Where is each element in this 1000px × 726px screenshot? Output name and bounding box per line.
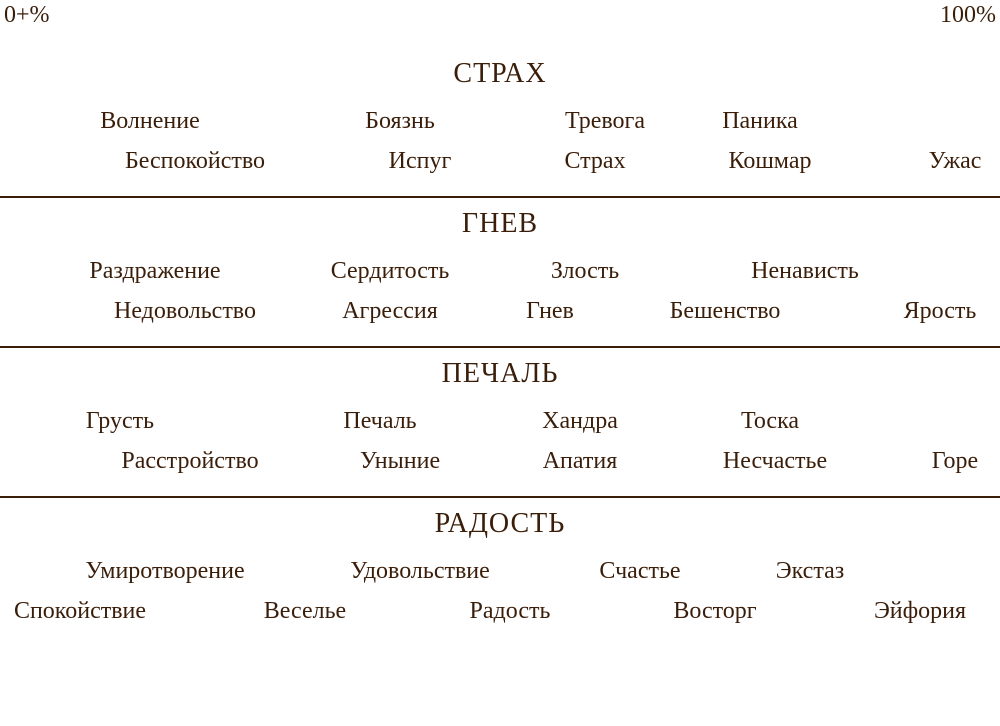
scale-left-label: 0+% [4,2,50,29]
emotion-word: Ярость [904,298,977,325]
emotion-word: Недовольство [114,298,256,325]
section-divider [0,196,1000,198]
emotion-word: Грусть [86,408,154,435]
emotion-word: Волнение [100,108,200,135]
emotion-word: Спокойствие [14,598,146,625]
emotion-word: Веселье [264,598,346,625]
word-row: Расстройство Уныние Апатия Несчастье Горе [0,448,1000,488]
emotion-word: Печаль [343,408,416,435]
emotion-word: Восторг [673,598,756,625]
section-title: РАДОСТЬ [0,508,1000,540]
emotion-word: Хандра [542,408,618,435]
emotion-word: Страх [564,148,625,175]
word-row: Недовольство Агрессия Гнев Бешенство Ярость [0,298,1000,338]
emotion-word: Агрессия [342,298,438,325]
emotion-word: Экстаз [776,558,844,585]
emotion-word: Горе [932,448,978,475]
emotion-word: Счастье [599,558,680,585]
section: СТРАХ Волнение Боязнь Тревога Паника Беспокой… [0,58,1000,198]
emotion-word: Паника [722,108,798,135]
word-row: Волнение Боязнь Тревога Паника [0,108,1000,148]
word-row: Спокойствие Веселье Радость Восторг Эйфория [0,598,1000,638]
section-title: ГНЕВ [0,208,1000,240]
emotion-word: Уныние [360,448,440,475]
section: РАДОСТЬ Умиротворение Удовольствие Счастье Э… [0,508,1000,638]
emotion-word: Ненависть [751,258,859,285]
emotion-word: Сердитость [331,258,450,285]
emotion-word: Боязнь [365,108,435,135]
word-row: Умиротворение Удовольствие Счастье Экстаз [0,558,1000,598]
emotion-word: Кошмар [729,148,812,175]
emotion-word: Бешенство [670,298,781,325]
emotion-word: Беспокойство [125,148,265,175]
emotion-word: Радость [470,598,551,625]
section-divider [0,496,1000,498]
emotion-intensity-diagram: 0+% 100% СТРАХ Волнение Боязнь Тревога Паник… [0,0,1000,726]
section: ГНЕВ Раздражение Сердитость Злость Ненависть… [0,208,1000,348]
scale-right-label: 100% [940,2,996,29]
emotion-word: Тревога [565,108,645,135]
word-row: Раздражение Сердитость Злость Ненависть [0,258,1000,298]
emotion-word: Гнев [526,298,574,325]
emotion-word: Раздражение [89,258,220,285]
emotion-word: Умиротворение [85,558,244,585]
section-title: ПЕЧАЛЬ [0,358,1000,390]
emotion-word: Испуг [389,148,452,175]
section-title: СТРАХ [0,58,1000,90]
emotion-word: Несчастье [723,448,827,475]
sections-container: СТРАХ Волнение Боязнь Тревога Паника Беспокой… [0,48,1000,638]
emotion-word: Расстройство [121,448,258,475]
word-row: Грусть Печаль Хандра Тоска [0,408,1000,448]
emotion-word: Тоска [741,408,799,435]
emotion-word: Удовольствие [350,558,490,585]
section: ПЕЧАЛЬ Грусть Печаль Хандра Тоска Расстройств… [0,358,1000,498]
section-divider [0,346,1000,348]
emotion-word: Ужас [929,148,982,175]
emotion-word: Злость [551,258,619,285]
emotion-word: Эйфория [874,598,966,625]
word-row: Беспокойство Испуг Страх Кошмар Ужас [0,148,1000,188]
emotion-word: Апатия [543,448,618,475]
